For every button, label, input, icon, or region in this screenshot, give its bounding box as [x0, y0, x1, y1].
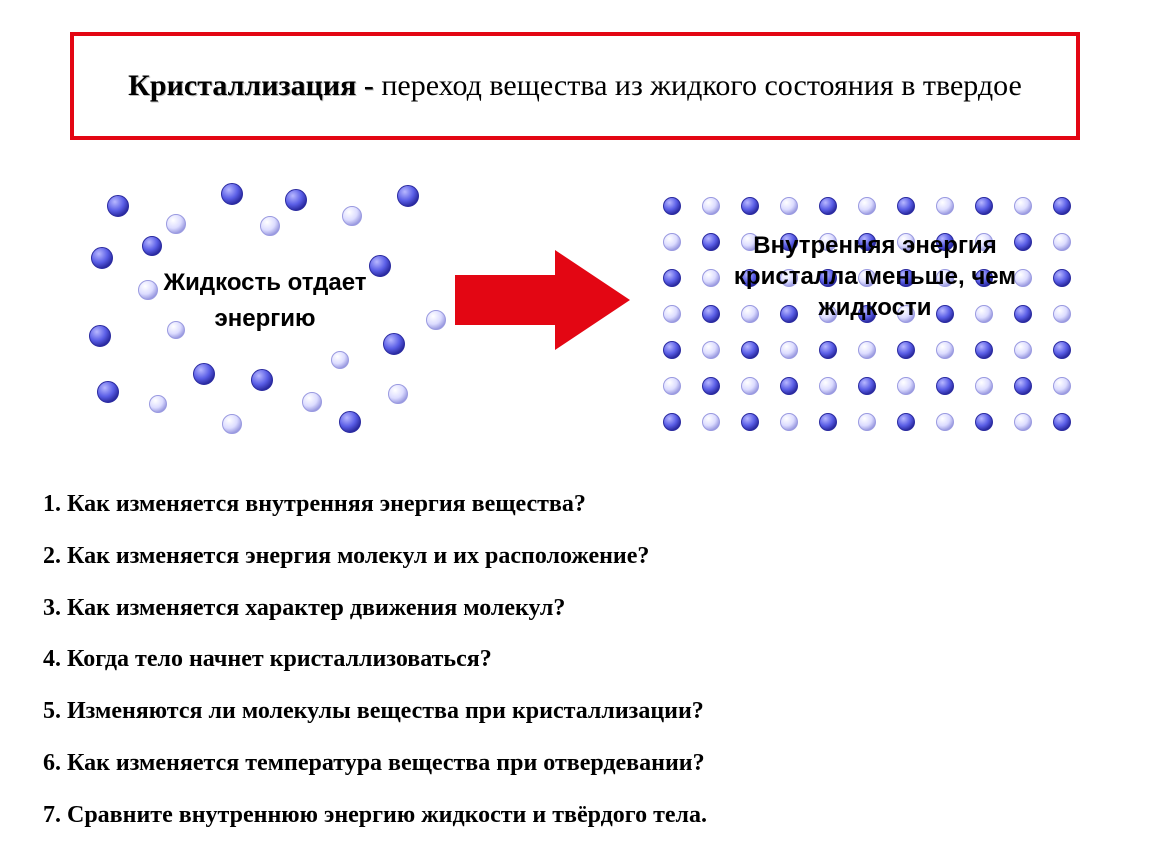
- molecule: [383, 333, 405, 360]
- lattice-node: [741, 413, 759, 436]
- lattice-node: [819, 377, 837, 400]
- molecule: [397, 185, 419, 212]
- question-item: 1. Как изменяется внутренняя энергия вещ…: [43, 490, 1103, 519]
- molecule: [107, 195, 129, 222]
- lattice-node: [936, 413, 954, 436]
- lattice-node: [702, 413, 720, 436]
- lattice-node: [936, 197, 954, 220]
- lattice-node: [936, 341, 954, 364]
- lattice-node: [858, 377, 876, 400]
- lattice-node: [1053, 413, 1071, 436]
- lattice-node: [1014, 377, 1032, 400]
- lattice-node: [975, 413, 993, 436]
- lattice-node: [702, 377, 720, 400]
- lattice-node: [975, 197, 993, 220]
- lattice-node: [897, 377, 915, 400]
- lattice-node: [663, 269, 681, 292]
- lattice-node: [702, 341, 720, 364]
- question-item: 4. Когда тело начнет кристаллизоваться?: [43, 645, 1103, 674]
- molecule: [331, 351, 349, 374]
- definition-box: Кристаллизация - переход вещества из жид…: [70, 32, 1080, 140]
- lattice-node: [819, 341, 837, 364]
- lattice-node: [1053, 197, 1071, 220]
- molecule: [260, 216, 280, 241]
- definition-term: Кристаллизация -: [128, 69, 374, 102]
- definition-text: Кристаллизация - переход вещества из жид…: [128, 66, 1022, 107]
- molecule: [426, 310, 446, 335]
- molecule: [251, 369, 273, 396]
- molecule: [149, 395, 167, 418]
- molecule: [89, 325, 111, 352]
- molecule: [342, 206, 362, 231]
- molecule: [339, 411, 361, 438]
- lattice-node: [741, 341, 759, 364]
- lattice-node: [663, 377, 681, 400]
- lattice-node: [819, 197, 837, 220]
- lattice-node: [897, 413, 915, 436]
- question-item: 2. Как изменяется энергия молекул и их р…: [43, 542, 1103, 571]
- lattice-node: [858, 341, 876, 364]
- lattice-node: [780, 377, 798, 400]
- question-item: 7. Сравните внутреннюю энергию жидкости …: [43, 801, 1103, 830]
- definition-rest: переход вещества из жидкого состояния в …: [374, 69, 1022, 102]
- lattice-node: [897, 341, 915, 364]
- molecule: [91, 247, 113, 274]
- molecule: [285, 189, 307, 216]
- molecule: [388, 384, 408, 409]
- question-item: 3. Как изменяется характер движения моле…: [43, 594, 1103, 623]
- lattice-node: [897, 197, 915, 220]
- molecule: [142, 236, 162, 261]
- molecule: [97, 381, 119, 408]
- lattice-node: [819, 413, 837, 436]
- lattice-node: [936, 377, 954, 400]
- crystal-caption: Внутренняя энергия кристалла меньше, чем…: [690, 230, 1060, 324]
- lattice-node: [1053, 341, 1071, 364]
- lattice-node: [858, 197, 876, 220]
- lattice-node: [780, 413, 798, 436]
- lattice-node: [663, 305, 681, 328]
- lattice-node: [741, 197, 759, 220]
- molecule: [166, 214, 186, 239]
- molecule: [222, 414, 242, 439]
- lattice-node: [663, 233, 681, 256]
- question-item: 6. Как изменяется температура вещества п…: [43, 749, 1103, 778]
- lattice-node: [1014, 197, 1032, 220]
- lattice-node: [780, 341, 798, 364]
- question-item: 5. Изменяются ли молекулы вещества при к…: [43, 697, 1103, 726]
- lattice-node: [1053, 377, 1071, 400]
- lattice-node: [663, 197, 681, 220]
- transition-arrow: [455, 250, 630, 355]
- lattice-node: [741, 377, 759, 400]
- lattice-node: [975, 341, 993, 364]
- molecule: [193, 363, 215, 390]
- liquid-caption: Жидкость отдает энергию: [115, 265, 415, 337]
- molecule: [221, 183, 243, 210]
- lattice-node: [702, 197, 720, 220]
- lattice-node: [975, 377, 993, 400]
- lattice-node: [663, 341, 681, 364]
- molecule: [302, 392, 322, 417]
- lattice-node: [1014, 341, 1032, 364]
- lattice-node: [858, 413, 876, 436]
- lattice-node: [1014, 413, 1032, 436]
- lattice-node: [663, 413, 681, 436]
- lattice-node: [780, 197, 798, 220]
- question-list: 1. Как изменяется внутренняя энергия вещ…: [43, 490, 1103, 853]
